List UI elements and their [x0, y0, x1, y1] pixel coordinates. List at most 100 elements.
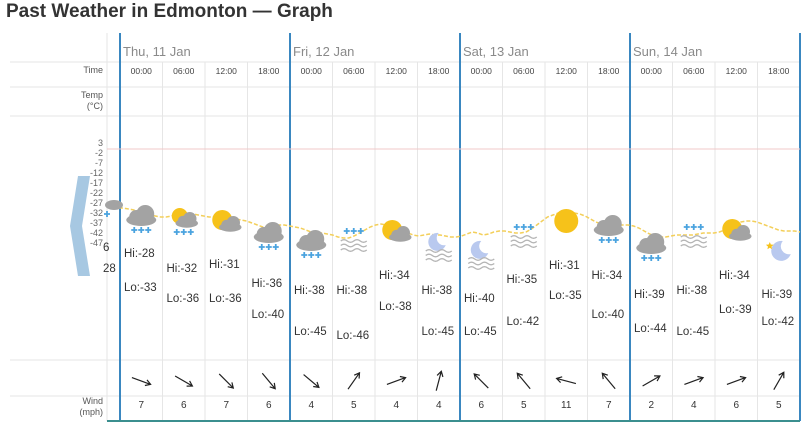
- hour-label: 06:00: [683, 66, 705, 76]
- wind-arrow-icon: [773, 371, 785, 390]
- wind-arrow-icon: [303, 374, 320, 389]
- wind-arrow-icon: [386, 375, 407, 385]
- wind-speed: 2: [648, 400, 654, 411]
- y-tick-label: -17: [90, 178, 103, 188]
- lo-label: Lo:-45: [464, 326, 497, 338]
- lo-label: Lo:-42: [762, 316, 795, 328]
- cloud-icon: [104, 200, 123, 217]
- lo-label: Lo:-42: [507, 316, 540, 328]
- sun-cloud-icon: [382, 220, 412, 242]
- cloud-snow-icon: [593, 215, 624, 243]
- temperature-line: [106, 206, 801, 239]
- hour-label: 18:00: [258, 66, 280, 76]
- wind-speed: 4: [393, 400, 399, 411]
- y-tick-label: -22: [90, 188, 103, 198]
- moon-star-cloud-icon: [765, 240, 791, 261]
- lo-label: Lo:-35: [549, 290, 582, 302]
- hi-label: Hi:-39: [634, 289, 665, 301]
- sun-cloud-snow-icon: [171, 208, 198, 235]
- lo-label: Lo:-33: [124, 282, 157, 294]
- chevron-left-icon[interactable]: [70, 176, 90, 276]
- wind-row: 7 6 7 6 4 5 4 4 6 5 11 7 2 4 6 5: [131, 370, 785, 411]
- y-tick-label: -7: [95, 158, 103, 168]
- wind-arrow-icon: [218, 373, 235, 389]
- partial-hi-label: 6: [103, 242, 109, 254]
- hi-label: Hi:-38: [422, 285, 453, 297]
- hour-label: 12:00: [386, 66, 408, 76]
- hour-label: 06:00: [513, 66, 535, 76]
- wind-speed: 6: [266, 400, 272, 411]
- lo-label: Lo:-45: [677, 326, 710, 338]
- partial-lo-label: 28: [103, 263, 116, 275]
- wind-arrow-icon: [726, 375, 747, 385]
- snow-fog-icon: [510, 224, 538, 248]
- snow-fog-icon: [340, 228, 368, 252]
- wind-arrow-icon: [516, 372, 531, 390]
- y-tick-label: -27: [90, 198, 103, 208]
- wind-arrow-icon: [261, 372, 276, 390]
- sun-cloud-icon: [212, 210, 242, 232]
- wind-speed: 6: [478, 400, 484, 411]
- hi-label: Hi:-32: [167, 263, 198, 275]
- sun-cloud-icon: [722, 219, 752, 241]
- day-header: Sun, 14 Jan: [633, 44, 702, 59]
- hi-label: Hi:-34: [379, 270, 410, 282]
- wind-speed: 6: [733, 400, 739, 411]
- hi-label: Hi:-38: [337, 285, 368, 297]
- cloud-snow-icon: [126, 205, 157, 233]
- partial-previous-column: 6 28: [103, 200, 123, 275]
- hour-label: 00:00: [131, 66, 153, 76]
- y-tick-label: -2: [95, 148, 103, 158]
- lo-label: Lo:-36: [167, 293, 200, 305]
- y-tick-label: -37: [90, 218, 103, 228]
- wind-arrow-icon: [555, 376, 577, 385]
- lo-label: Lo:-45: [422, 326, 455, 338]
- hi-label: Hi:-31: [549, 260, 580, 272]
- lo-label: Lo:-38: [379, 301, 412, 313]
- wind-arrow-icon: [174, 375, 194, 387]
- temperature-line-group: [106, 206, 801, 239]
- hour-label: 12:00: [726, 66, 748, 76]
- sun-icon: [554, 209, 579, 233]
- wind-speed: 7: [606, 400, 612, 411]
- hour-label: 12:00: [216, 66, 238, 76]
- hour-label: 00:00: [641, 66, 663, 76]
- y-tick-label: -42: [90, 228, 103, 238]
- lo-label: Lo:-40: [592, 309, 625, 321]
- hi-lo-labels: Hi:-28 Lo:-33 Hi:-32 Lo:-36 Hi:-31 Lo:-36 Hi:-…: [124, 248, 794, 342]
- wind-row-label: Wind: [82, 396, 103, 406]
- weather-icons: [126, 205, 791, 270]
- hi-label: Hi:-39: [762, 289, 793, 301]
- temp-unit-label: (°C): [87, 101, 103, 111]
- nav[interactable]: [70, 176, 90, 276]
- wind-speed: 6: [181, 400, 187, 411]
- wind-arrow-icon: [684, 375, 705, 385]
- day-header: Sat, 13 Jan: [463, 44, 529, 59]
- time-row-label: Time: [83, 65, 103, 75]
- wind-unit-label: (mph): [79, 407, 103, 417]
- lo-label: Lo:-40: [252, 309, 285, 321]
- cloud-snow-icon: [636, 233, 667, 261]
- hi-label: Hi:-38: [677, 285, 708, 297]
- wind-speed: 5: [521, 400, 527, 411]
- hour-label: 06:00: [173, 66, 195, 76]
- y-tick-label: -32: [90, 208, 103, 218]
- wind-arrow-icon: [642, 375, 661, 387]
- page-title: Past Weather in Edmonton — Graph: [6, 1, 333, 22]
- snow-fog-icon: [680, 224, 708, 248]
- day-header: Thu, 11 Jan: [123, 44, 191, 59]
- wind-speed: 5: [351, 400, 357, 411]
- hi-label: Hi:-28: [124, 248, 155, 260]
- wind-speed: 7: [223, 400, 229, 411]
- moon-fog-icon: [467, 240, 495, 270]
- wind-speed: 11: [561, 400, 572, 411]
- hour-label: 18:00: [428, 66, 450, 76]
- wind-arrow-icon: [347, 371, 361, 390]
- hour-labels: 00:00 06:00 12:00 18:00 00:00 06:00 12:00 18:00…: [131, 66, 790, 76]
- hi-label: Hi:-40: [464, 293, 495, 305]
- hi-label: Hi:-31: [209, 259, 240, 271]
- hi-label: Hi:-38: [294, 285, 325, 297]
- hour-label: 06:00: [343, 66, 365, 76]
- row-labels: Time Temp(°C) Wind(mph): [79, 65, 103, 417]
